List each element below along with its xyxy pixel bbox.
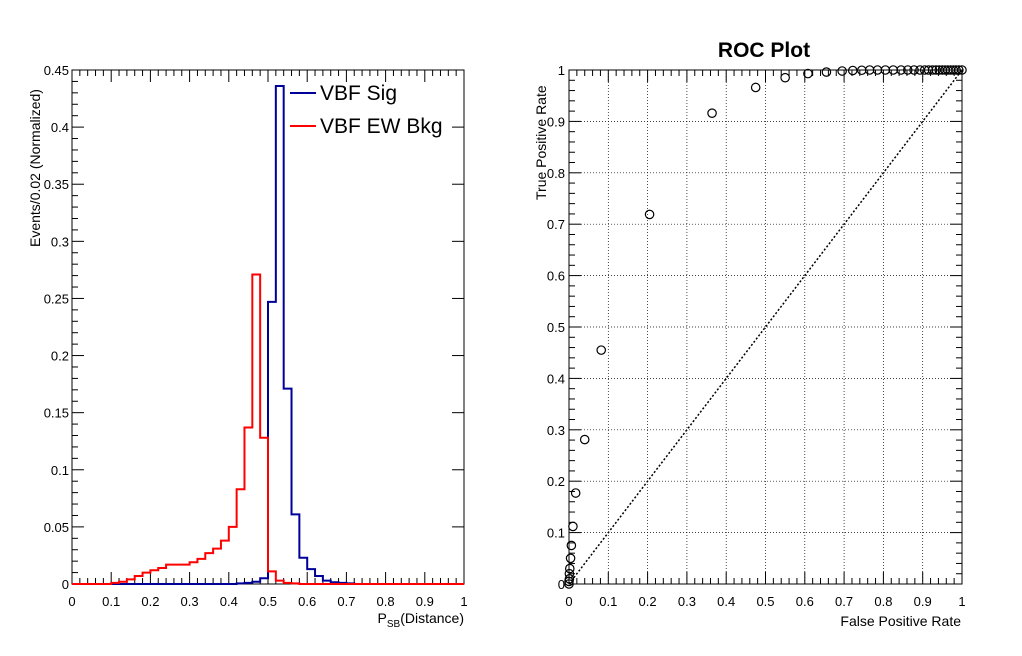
hist-y-tick-label-0p35: 0.35: [44, 177, 69, 192]
roc-y-tick-label-0p1: 0.1: [547, 526, 565, 541]
roc-point: [837, 66, 847, 76]
hist-x-tick-label-0p8: 0.8: [377, 594, 395, 609]
hist-y-tick-label-0p15: 0.15: [44, 406, 69, 421]
roc-y-tick-label-0p7: 0.7: [547, 217, 565, 232]
x-axis-title-tail: (Distance): [400, 610, 464, 626]
legend-label-vbf-ew-bkg: VBF EW Bkg: [320, 115, 443, 138]
roc-point: [909, 65, 919, 75]
roc-y-tick-label-0p8: 0.8: [547, 166, 565, 181]
histogram-x-axis-title: PSB(Distance): [378, 610, 464, 630]
hist-x-tick-label-0p6: 0.6: [298, 594, 316, 609]
hist-y-tick-label-0p3: 0.3: [51, 234, 69, 249]
roc-y-tick-label-0p3: 0.3: [547, 423, 565, 438]
roc-point: [565, 553, 576, 564]
roc-x-tick-label-0p1: 0.1: [599, 594, 617, 609]
histogram-y-axis-title: Events/0.02 (Normalized): [27, 89, 43, 247]
roc-point: [954, 65, 964, 75]
hist-x-tick-label-0p3: 0.3: [181, 594, 199, 609]
hist-y-tick-label-0p05: 0.05: [44, 520, 69, 535]
hist-x-tick-label-0p2: 0.2: [141, 594, 159, 609]
roc-point: [564, 563, 575, 574]
roc-point: [644, 209, 655, 220]
histogram-panel: 0 0.1 0.2 0.3 0.4 0.5 0.6 0.7 0.8 0.9 1 0 0.05 0.1 0.1…: [27, 63, 468, 630]
roc-point: [596, 345, 607, 355]
roc-point: [931, 65, 941, 75]
roc-point: [847, 65, 858, 76]
roc-title: ROC Plot: [718, 39, 810, 62]
roc-point: [750, 82, 761, 93]
roc-x-tick-label-0p5: 0.5: [756, 594, 774, 609]
roc-x-tick-label-0p7: 0.7: [835, 594, 853, 609]
roc-axes: 0 0.1 0.2 0.3 0.4 0.5 0.6 0.7 0.8 0.9 1 0 0.1 0.2 0.3 0…: [547, 63, 966, 609]
roc-y-tick-label-0p2: 0.2: [547, 474, 565, 489]
hist-x-tick-label-0p7: 0.7: [337, 594, 355, 609]
roc-point: [803, 68, 813, 79]
roc-x-tick-label-0p9: 0.9: [914, 594, 932, 609]
legend-label-vbf-sig: VBF Sig: [320, 82, 397, 105]
roc-diagonal-reference: [568, 69, 963, 585]
roc-grid: [569, 70, 962, 584]
hist-y-tick-label-0: 0: [62, 577, 69, 592]
hist-x-tick-label-0p5: 0.5: [259, 594, 277, 609]
hist-y-tick-label-0p1: 0.1: [51, 463, 69, 478]
roc-x-tick-label-1: 1: [958, 594, 965, 609]
roc-point: [780, 72, 790, 83]
roc-y-tick-label-0p5: 0.5: [547, 320, 565, 335]
roc-point: [707, 108, 717, 118]
roc-x-tick-label-0p8: 0.8: [874, 594, 892, 609]
roc-y-tick-label-0p4: 0.4: [547, 371, 565, 386]
hist-y-tick-label-0p4: 0.4: [51, 120, 69, 135]
roc-y-tick-label-0p6: 0.6: [547, 269, 565, 284]
hist-x-tick-label-0p1: 0.1: [102, 594, 120, 609]
x-axis-title-subscript: SB: [387, 619, 401, 630]
roc-points: [564, 65, 967, 589]
roc-x-tick-label-0: 0: [565, 594, 572, 609]
histogram-legend: VBF Sig VBF EW Bkg: [290, 82, 443, 138]
roc-x-tick-label-0p2: 0.2: [639, 594, 657, 609]
hist-y-tick-label-0p45: 0.45: [44, 63, 69, 78]
roc-point: [579, 434, 590, 445]
hist-y-tick-label-0p25: 0.25: [44, 291, 69, 306]
roc-y-axis-title: True Positive Rate: [533, 85, 549, 200]
hist-x-tick-label-1: 1: [460, 594, 467, 609]
hist-y-tick-label-0p2: 0.2: [51, 349, 69, 364]
roc-point: [570, 488, 581, 498]
roc-point: [564, 579, 574, 589]
roc-point: [821, 67, 832, 77]
roc-point: [564, 574, 575, 584]
roc-point: [896, 65, 906, 75]
hist-x-tick-label-0: 0: [68, 594, 75, 609]
histogram-series: [72, 84, 464, 585]
roc-point: [564, 568, 575, 579]
roc-point: [566, 540, 577, 551]
roc-y-tick-label-1: 1: [558, 63, 565, 78]
roc-point: [927, 65, 938, 75]
hist-x-tick-label-0p9: 0.9: [416, 594, 434, 609]
roc-x-tick-label-0p6: 0.6: [796, 594, 814, 609]
roc-point: [902, 65, 913, 75]
roc-point: [923, 65, 934, 75]
histogram-axes: 0 0.1 0.2 0.3 0.4 0.5 0.6 0.7 0.8 0.9 1 0 0.05 0.1 0.1…: [44, 63, 468, 609]
roc-panel: 0 0.1 0.2 0.3 0.4 0.5 0.6 0.7 0.8 0.9 1 0 0.1 0.2 0.3 0…: [533, 39, 967, 629]
roc-point: [957, 65, 967, 75]
roc-x-tick-label-0p4: 0.4: [717, 594, 735, 609]
roc-x-tick-label-0p3: 0.3: [678, 594, 696, 609]
roc-y-tick-label-0: 0: [558, 577, 565, 592]
roc-y-tick-label-0p9: 0.9: [547, 114, 565, 129]
roc-point: [568, 521, 578, 532]
roc-point: [951, 65, 961, 75]
x-axis-title-main: P: [378, 610, 387, 626]
roc-x-axis-title: False Positive Rate: [840, 613, 961, 629]
hist-series-line-vbf-ew-bkg: [72, 273, 464, 585]
hist-x-tick-label-0p4: 0.4: [220, 594, 238, 609]
